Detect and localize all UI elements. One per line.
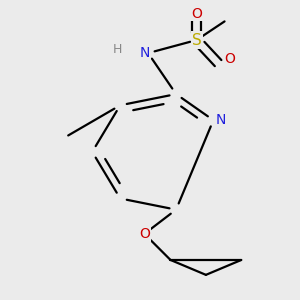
Text: H: H: [113, 43, 122, 56]
Text: S: S: [192, 32, 202, 47]
Text: O: O: [139, 227, 150, 241]
Text: N: N: [140, 46, 150, 60]
Text: O: O: [224, 52, 236, 66]
Text: O: O: [191, 7, 202, 20]
Text: N: N: [215, 113, 226, 127]
